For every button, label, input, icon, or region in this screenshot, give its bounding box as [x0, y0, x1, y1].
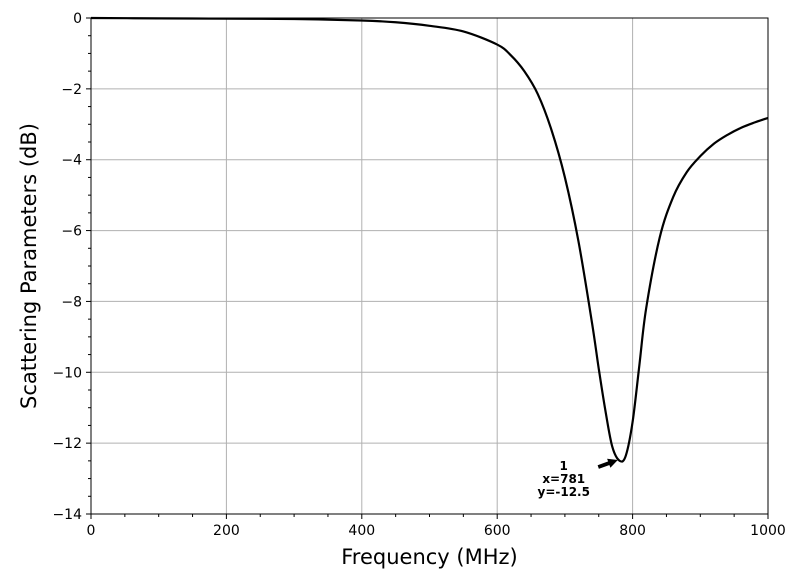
- plot-frame: [90, 17, 769, 515]
- y-tick-label: −10: [52, 365, 82, 381]
- grid: [91, 18, 768, 514]
- marker-annotation: 1 x=781 y=-12.5: [538, 458, 618, 499]
- x-axis-label: Frequency (MHz): [341, 545, 517, 569]
- x-tick-label: 600: [484, 523, 511, 539]
- y-tick-label: −4: [61, 153, 82, 169]
- x-tick-label: 1000: [750, 523, 786, 539]
- marker-annotation-arrow: [597, 458, 618, 469]
- x-tick-label: 200: [213, 523, 240, 539]
- marker-annotation-line: x=781: [542, 472, 585, 486]
- y-tick-label: −14: [52, 507, 82, 523]
- x-tick-label: 0: [87, 523, 96, 539]
- marker-annotation-text: 1 x=781 y=-12.5: [538, 459, 590, 499]
- marker-annotation-line: 1: [560, 459, 568, 473]
- y-axis-label: Scattering Parameters (dB): [17, 123, 41, 409]
- y-tick-label: −8: [61, 294, 82, 310]
- y-tick-label: −2: [61, 82, 82, 98]
- x-tick-label: 400: [348, 523, 375, 539]
- ticks: 0 200 400 600 800 1000 0 −2 −4 −6 −8 −10 −12 −14: [52, 11, 785, 539]
- x-tick-label: 800: [619, 523, 646, 539]
- y-tick-label: −12: [52, 436, 82, 452]
- marker-annotation-line: y=-12.5: [538, 485, 590, 499]
- y-tick-label: 0: [73, 11, 82, 27]
- y-tick-label: −6: [61, 224, 82, 240]
- series-line-s11: [90, 16, 769, 463]
